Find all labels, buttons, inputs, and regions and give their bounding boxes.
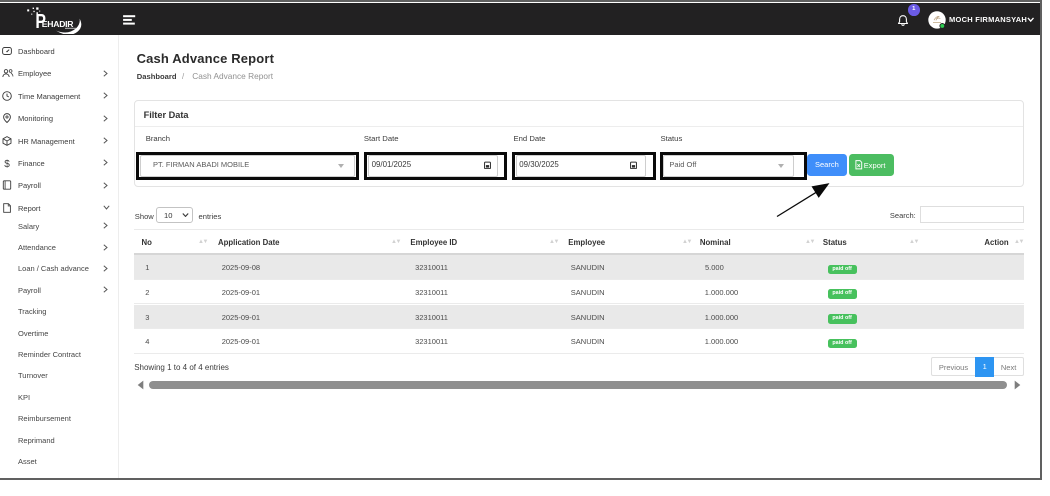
svg-text:P: P	[35, 10, 46, 33]
svg-text:EHADIR: EHADIR	[42, 19, 74, 29]
svg-text:$: $	[4, 159, 10, 168]
